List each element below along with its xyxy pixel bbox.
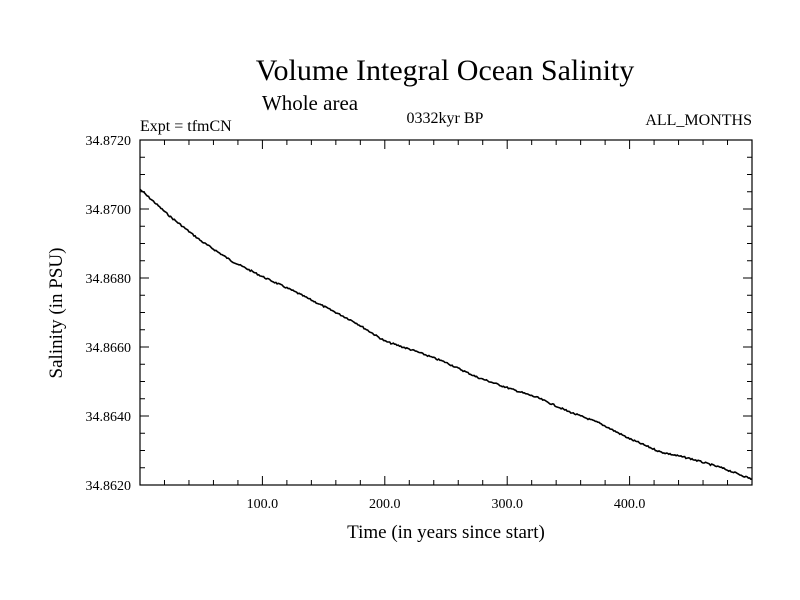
experiment-label: Expt = tfmCN <box>140 118 232 135</box>
y-tick-label: 34.8700 <box>86 203 132 218</box>
salinity-series-line <box>139 188 753 481</box>
x-tick-label: 300.0 <box>491 497 523 512</box>
chart-title: Volume Integral Ocean Salinity <box>256 54 635 87</box>
x-axis-label: Time (in years since start) <box>347 522 545 543</box>
x-tick-label: 400.0 <box>614 497 646 512</box>
y-tick-label: 34.8720 <box>86 134 132 149</box>
y-tick-label: 34.8680 <box>86 272 132 287</box>
x-tick-label: 200.0 <box>369 497 401 512</box>
axis-ticks <box>140 139 752 486</box>
months-label: ALL_MONTHS <box>645 112 752 129</box>
y-tick-label: 34.8620 <box>86 479 132 494</box>
y-tick-label: 34.8640 <box>86 410 132 425</box>
y-tick-labels: 34.8620 34.8640 34.8660 34.8680 34.8700 34.87… <box>86 134 132 494</box>
plot-frame <box>139 139 753 486</box>
x-tick-label: 100.0 <box>247 497 279 512</box>
y-tick-label: 34.8660 <box>86 341 132 356</box>
y-axis-label: Salinity (in PSU) <box>46 248 67 379</box>
period-label: 0332kyr BP <box>407 110 484 127</box>
chart-subtitle: Whole area <box>262 91 359 115</box>
x-tick-labels: 100.0 200.0 300.0 400.0 <box>247 497 646 512</box>
